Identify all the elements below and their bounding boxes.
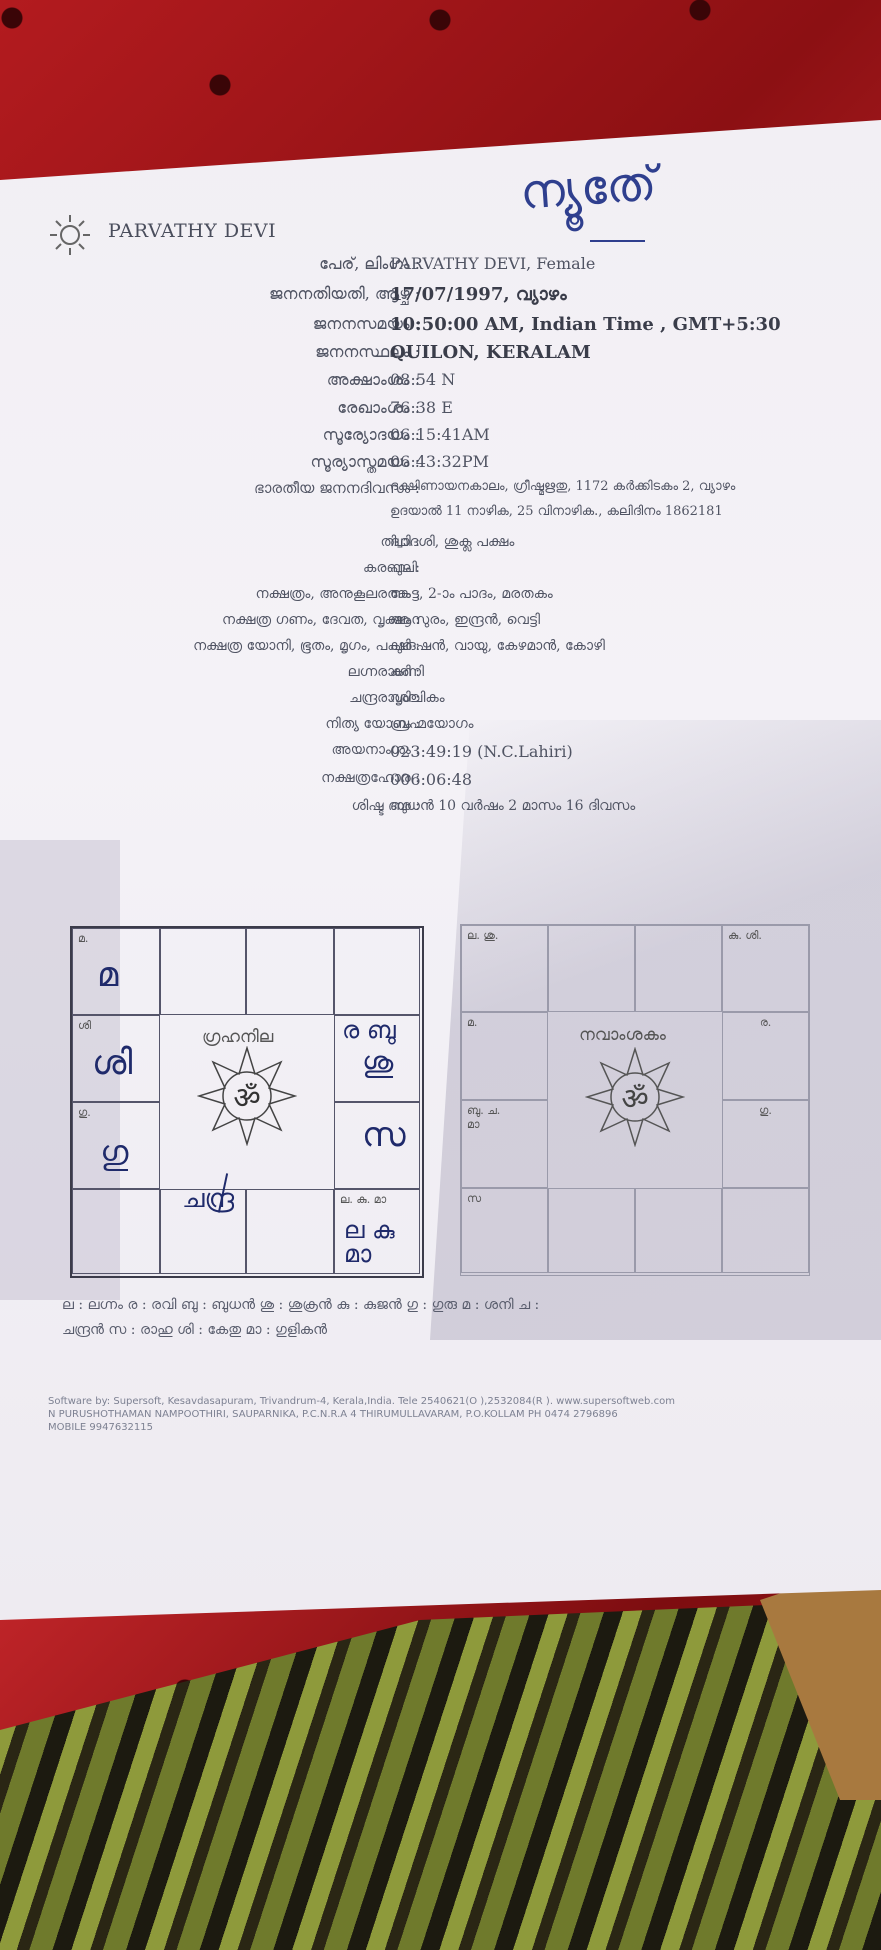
paper-shadow: [430, 720, 881, 1340]
software-footer: Software by: Supersoft, Kesavdasapuram, …: [48, 1396, 675, 1433]
handwritten-planet: ഗു: [100, 1133, 129, 1173]
handwritten-note: ന്യൂതേ്: [518, 155, 659, 221]
planet-legend: ല : ലഗ്നം ര : രവി ബു : ബുധൻ ശു : ശുക്രൻ …: [62, 1297, 540, 1338]
handwritten-planet: ര ബു: [342, 1016, 396, 1044]
chart-cell: കു. ശി.: [722, 925, 809, 1012]
navamsa-chart: ല. ശു. കു. ശി. മ. ര. ബു. ച. മാ ഗു. സ നവാം…: [460, 924, 810, 1276]
sun-icon: [50, 215, 90, 255]
handwritten-planet: ശി: [92, 1043, 133, 1083]
chart-cell: ഗു.: [72, 1102, 160, 1189]
chart-cell: [334, 928, 420, 1015]
om-star-icon: ॐ: [585, 1047, 685, 1147]
chart-cell: [635, 925, 722, 1012]
chart-cell: [160, 1189, 246, 1274]
grahanila-title: ഗ്രഹനില: [202, 1027, 274, 1047]
chart-cell: സ: [461, 1188, 548, 1273]
grahanila-chart: മ. ശി ഗു. ല. കു. മാ ഗ്രഹനില ॐ മ ശി ഗു ചന…: [70, 926, 424, 1278]
handwritten-underline: [590, 240, 645, 242]
handwritten-planet: ചന്ദ്ര: [182, 1184, 235, 1214]
handwritten-planet: ല കു മാ: [344, 1216, 395, 1268]
chart-cell: ല. ശു.: [461, 925, 548, 1012]
handwritten-planet: സ: [362, 1115, 406, 1155]
chart-cell: ശി: [72, 1015, 160, 1102]
chart-cell: [246, 928, 334, 1015]
handwritten-planet: ശു: [362, 1045, 394, 1080]
handwritten-planet: മ: [97, 955, 119, 995]
chart-cell: [334, 1015, 420, 1102]
om-star-icon: ॐ: [197, 1046, 297, 1146]
chart-cell: മ.: [461, 1012, 548, 1100]
chart-cell: [72, 1189, 160, 1274]
horoscope-paper: [0, 120, 881, 1620]
chart-cell: [334, 1102, 420, 1189]
chart-cell: ഗു.: [722, 1100, 809, 1188]
chart-cell: [160, 928, 246, 1015]
chart-cell: ബു. ച. മാ: [461, 1100, 548, 1188]
paper-shadow-left: [0, 840, 120, 1300]
chart-cell: [635, 1188, 722, 1273]
chart-cell: മ.: [72, 928, 160, 1015]
chart-cell: [246, 1189, 334, 1274]
chart-cell: ര.: [722, 1012, 809, 1100]
chart-cell: [548, 925, 635, 1012]
chart-cell: [548, 1188, 635, 1273]
om-glyph: ॐ: [233, 1081, 260, 1116]
chart-cell: ല. കു. മാ: [334, 1189, 420, 1274]
header-name: PARVATHY DEVI: [108, 220, 277, 242]
chart-cell: [722, 1188, 809, 1273]
navamsa-title: നവാംശകം: [579, 1025, 666, 1045]
om-glyph: ॐ: [621, 1082, 648, 1117]
